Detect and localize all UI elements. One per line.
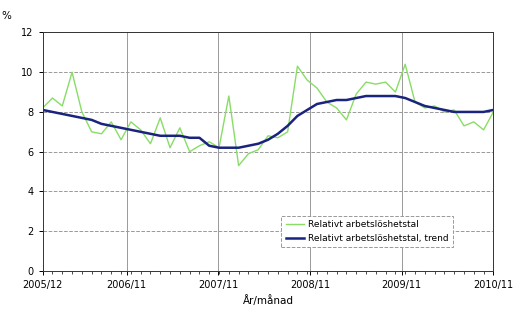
Relativt arbetslöshetstal [383,80,389,84]
Relativt arbetslöshetstal, trend [383,94,389,98]
Relativt arbetslöshetstal, trend [441,108,447,112]
Relativt arbetslöshetstal [128,120,134,124]
Relativt arbetslöshetstal [275,136,281,140]
Relativt arbetslöshetstal [138,128,144,132]
Relativt arbetslöshetstal, trend [49,110,56,114]
Relativt arbetslöshetstal [353,92,359,96]
Relativt arbetslöshetstal, trend [275,132,281,136]
Line: Relativt arbetslöshetstal: Relativt arbetslöshetstal [43,64,494,166]
Relativt arbetslöshetstal, trend [353,96,359,100]
Relativt arbetslöshetstal, trend [412,100,418,104]
Relativt arbetslöshetstal [255,148,262,152]
Relativt arbetslöshetstal [343,118,349,122]
Relativt arbetslöshetstal, trend [69,114,75,118]
Relativt arbetslöshetstal [392,90,399,94]
Relativt arbetslöshetstal [147,142,154,146]
Relativt arbetslöshetstal, trend [118,126,124,130]
Relativt arbetslöshetstal, trend [216,146,222,149]
Relativt arbetslöshetstal, trend [402,96,408,100]
Relativt arbetslöshetstal [451,108,457,112]
Relativt arbetslöshetstal [334,106,340,110]
Relativt arbetslöshetstal, trend [138,130,144,134]
Relativt arbetslöshetstal, trend [39,108,46,112]
Relativt arbetslöshetstal, trend [177,134,183,138]
Relativt arbetslöshetstal, trend [334,98,340,102]
Relativt arbetslöshetstal, trend [294,114,301,118]
Relativt arbetslöshetstal [363,80,369,84]
Relativt arbetslöshetstal, trend [451,110,457,114]
Relativt arbetslöshetstal [324,100,330,104]
Relativt arbetslöshetstal, trend [392,94,399,98]
Relativt arbetslöshetstal [265,134,271,138]
Relativt arbetslöshetstal, trend [343,98,349,102]
Relativt arbetslöshetstal [177,126,183,130]
Relativt arbetslöshetstal, trend [255,142,262,146]
Relativt arbetslöshetstal, trend [147,132,154,136]
Relativt arbetslöshetstal, trend [304,108,310,112]
Relativt arbetslöshetstal [245,152,252,156]
Relativt arbetslöshetstal [59,104,65,108]
Relativt arbetslöshetstal, trend [226,146,232,149]
Relativt arbetslöshetstal [89,130,95,134]
Relativt arbetslöshetstal [304,78,310,82]
Relativt arbetslöshetstal [196,144,202,148]
Relativt arbetslöshetstal, trend [245,144,252,148]
Relativt arbetslöshetstal [186,150,193,154]
Relativt arbetslöshetstal [284,130,291,134]
Relativt arbetslöshetstal [98,132,104,136]
Relativt arbetslöshetstal [49,96,56,100]
Relativt arbetslöshetstal, trend [471,110,477,114]
Relativt arbetslöshetstal, trend [431,106,438,110]
Relativt arbetslöshetstal, trend [79,116,85,120]
Relativt arbetslöshetstal, trend [98,122,104,126]
Y-axis label: %: % [2,11,11,21]
Relativt arbetslöshetstal [216,146,222,149]
Relativt arbetslöshetstal, trend [108,124,114,128]
Relativt arbetslöshetstal [236,164,242,168]
Relativt arbetslöshetstal, trend [284,124,291,128]
Legend: Relativt arbetslöshetstal, Relativt arbetslöshetstal, trend: Relativt arbetslöshetstal, Relativt arbe… [281,216,453,247]
Relativt arbetslöshetstal [490,110,497,114]
Relativt arbetslöshetstal [206,140,212,144]
Relativt arbetslöshetstal [402,62,408,66]
Relativt arbetslöshetstal, trend [363,94,369,98]
Relativt arbetslöshetstal, trend [373,94,379,98]
Relativt arbetslöshetstal [118,138,124,142]
Relativt arbetslöshetstal, trend [206,144,212,148]
Relativt arbetslöshetstal, trend [490,108,497,112]
Relativt arbetslöshetstal, trend [236,146,242,149]
Relativt arbetslöshetstal [421,106,428,110]
Relativt arbetslöshetstal, trend [59,112,65,116]
Relativt arbetslöshetstal, trend [324,100,330,104]
Relativt arbetslöshetstal, trend [481,110,487,114]
Relativt arbetslöshetstal, trend [265,138,271,142]
Relativt arbetslöshetstal [373,82,379,86]
Relativt arbetslöshetstal, trend [314,102,320,106]
Relativt arbetslöshetstal [481,128,487,132]
Relativt arbetslöshetstal, trend [157,134,163,138]
Relativt arbetslöshetstal [69,70,75,74]
Relativt arbetslöshetstal [167,146,173,149]
Relativt arbetslöshetstal [412,100,418,104]
Relativt arbetslöshetstal, trend [89,118,95,122]
Relativt arbetslöshetstal [441,110,447,114]
Relativt arbetslöshetstal, trend [461,110,467,114]
Relativt arbetslöshetstal [461,124,467,128]
Relativt arbetslöshetstal, trend [128,128,134,132]
Relativt arbetslöshetstal [471,120,477,124]
Relativt arbetslöshetstal, trend [167,134,173,138]
Relativt arbetslöshetstal [294,64,301,68]
Relativt arbetslöshetstal, trend [421,104,428,108]
Relativt arbetslöshetstal, trend [186,136,193,140]
Relativt arbetslöshetstal [157,116,163,120]
Relativt arbetslöshetstal [108,120,114,124]
X-axis label: År/månad: År/månad [242,295,294,306]
Relativt arbetslöshetstal [226,94,232,98]
Relativt arbetslöshetstal [431,104,438,108]
Relativt arbetslöshetstal, trend [196,136,202,140]
Relativt arbetslöshetstal [314,86,320,90]
Relativt arbetslöshetstal [79,110,85,114]
Relativt arbetslöshetstal [39,106,46,110]
Line: Relativt arbetslöshetstal, trend: Relativt arbetslöshetstal, trend [43,96,494,148]
